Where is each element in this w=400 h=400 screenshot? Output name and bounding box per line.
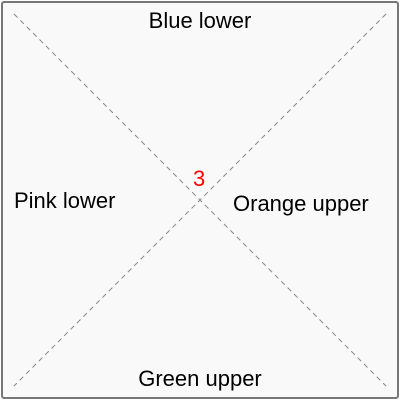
label-top-region: Blue lower (148, 8, 252, 33)
label-left-region: Pink lower (14, 188, 116, 213)
label-bottom-region: Green upper (138, 366, 262, 391)
center-marker-number: 3 (193, 166, 206, 191)
label-right-region: Orange upper (233, 191, 369, 216)
diagonal-line-top-right-bottom-left (13, 13, 387, 387)
